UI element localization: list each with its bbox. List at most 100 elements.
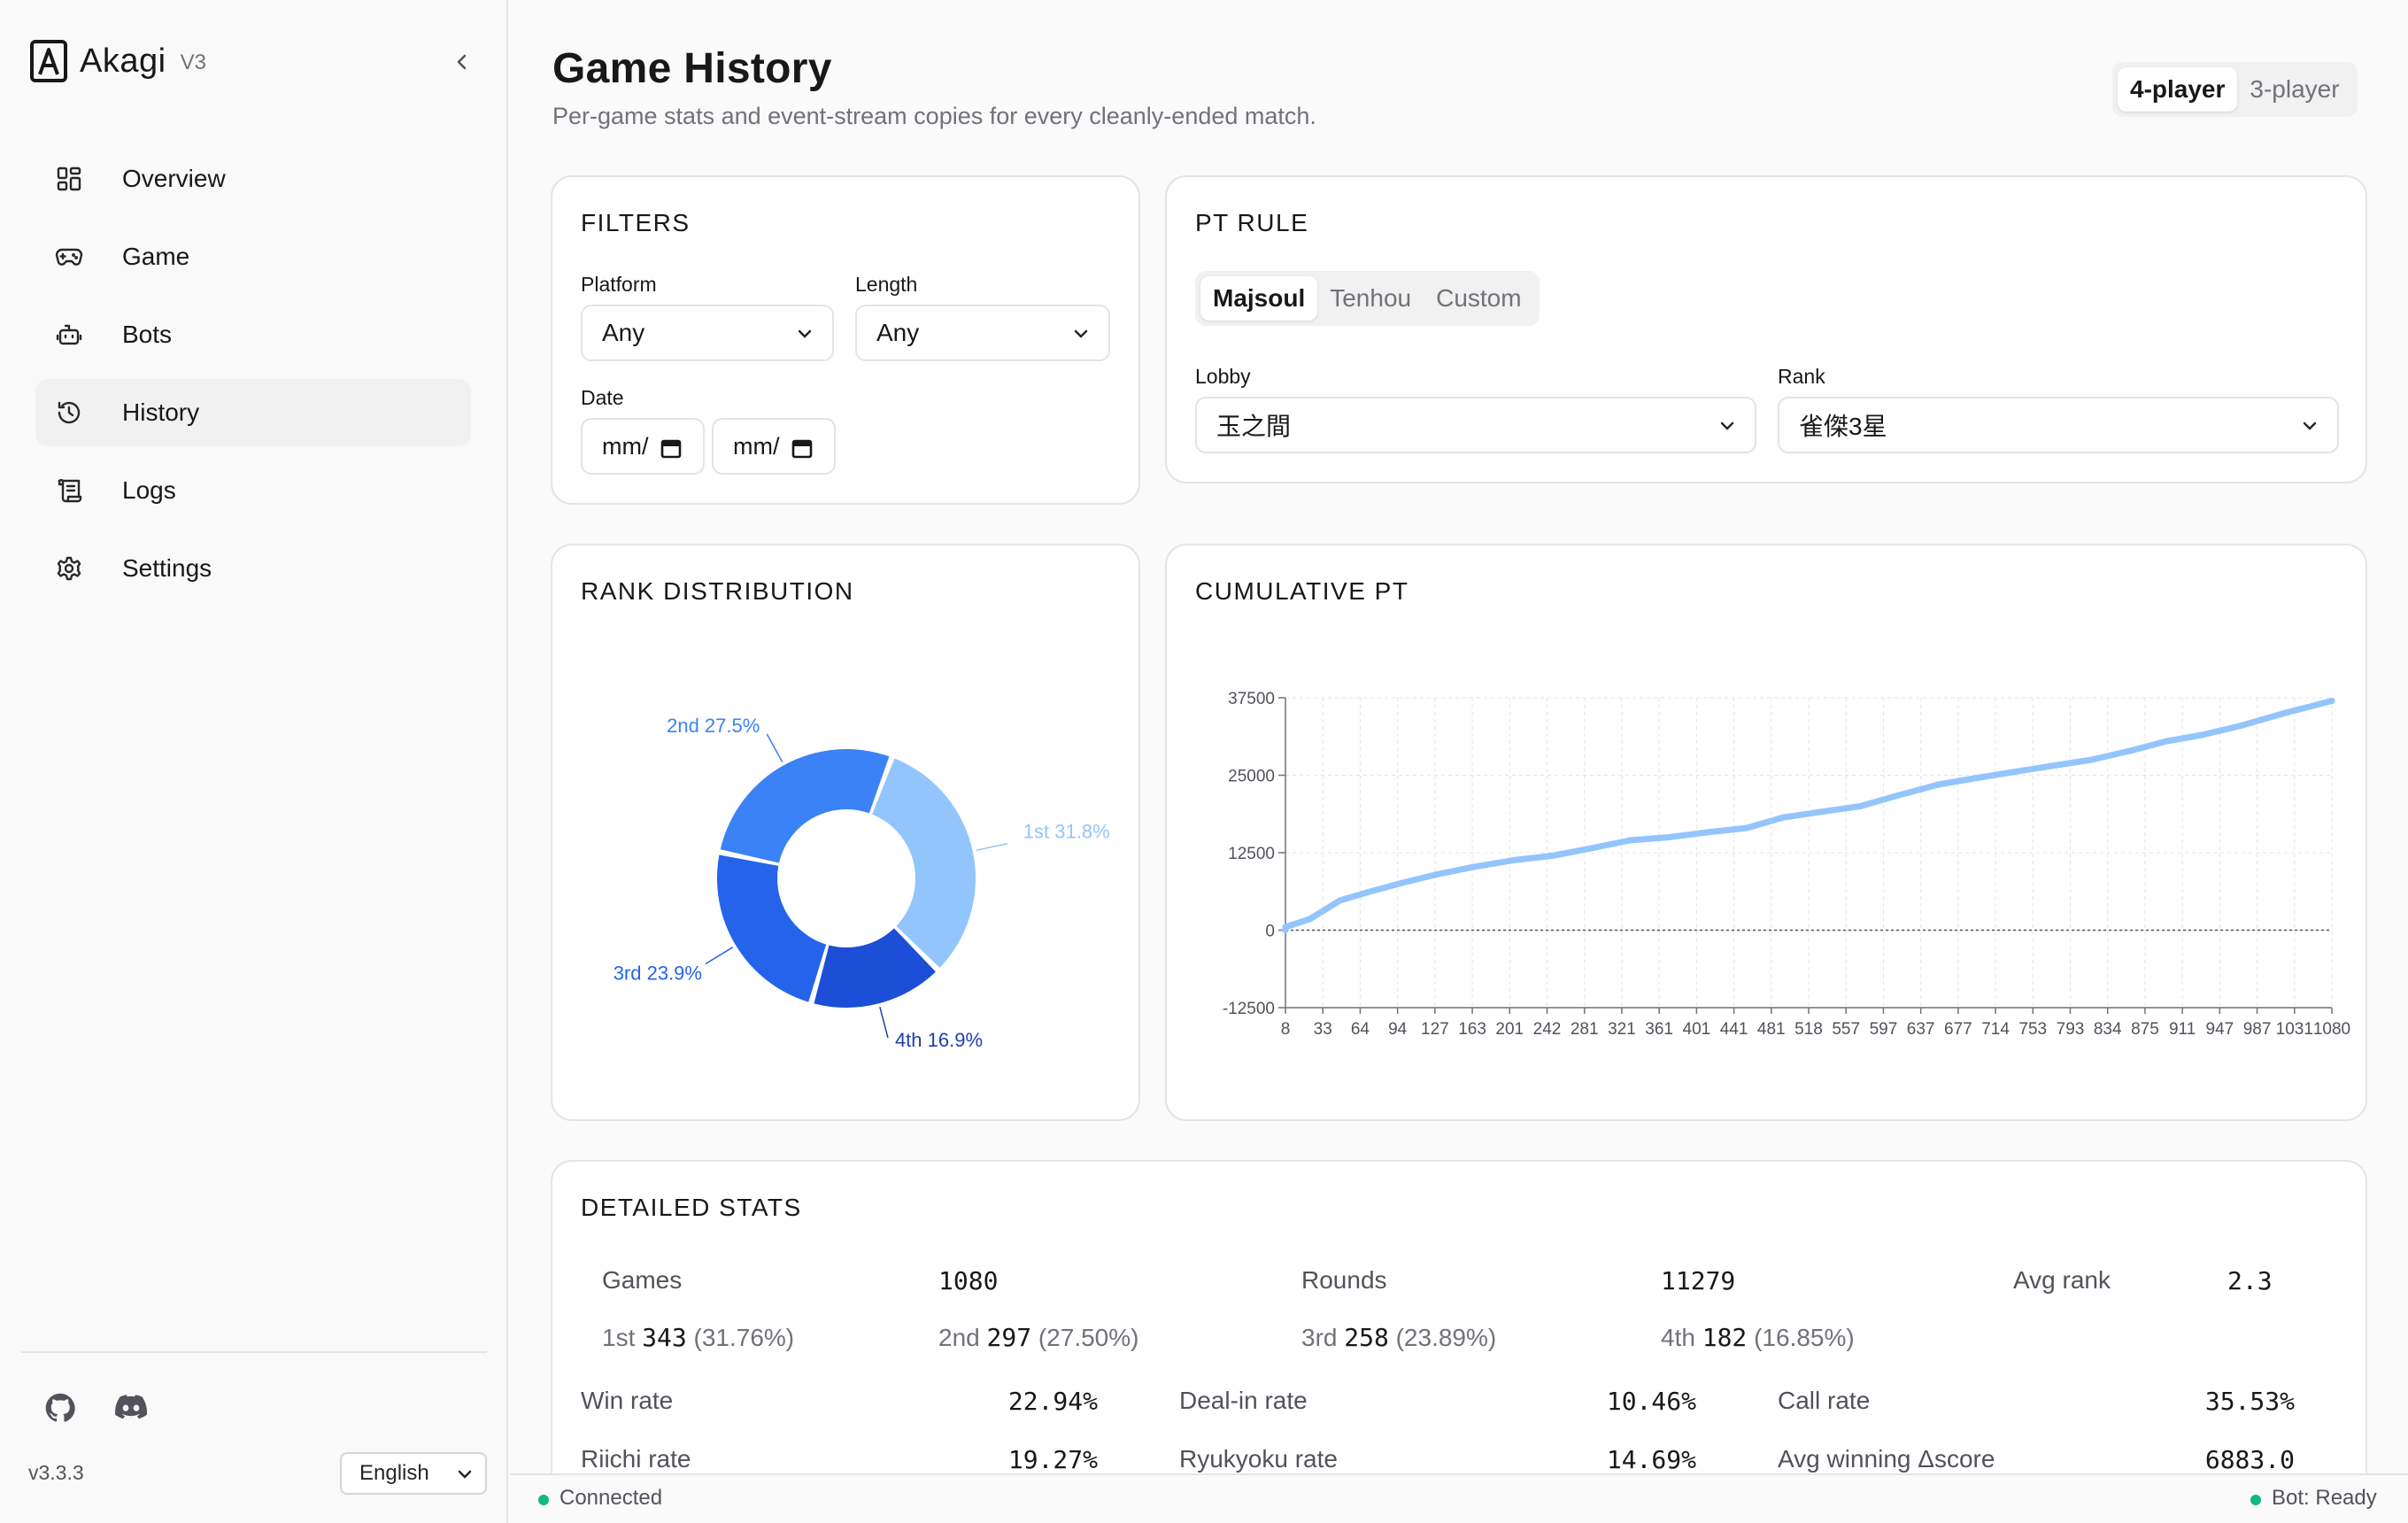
- donut-slice-label: 1st 31.8%: [1023, 821, 1110, 843]
- chevron-down-icon: [2303, 421, 2317, 430]
- cumulative-pt-point: [1856, 803, 1864, 809]
- cumulative-pt-point: [1935, 781, 1942, 788]
- x-tick-label: 714: [1981, 1020, 2010, 1039]
- cumulative-pt-point: [1896, 792, 1903, 799]
- cumulative-pt-point: [1548, 853, 1555, 859]
- cumulative-pt-point: [2088, 756, 2095, 763]
- x-tick-label: 637: [1907, 1020, 1935, 1039]
- x-tick-label: 987: [2243, 1020, 2272, 1039]
- sidebar-item-overview[interactable]: Overview: [35, 145, 471, 213]
- donut-slice[interactable]: [814, 928, 936, 1008]
- collapse-sidebar-button[interactable]: [444, 44, 480, 80]
- games-label: Games: [602, 1266, 683, 1294]
- sidebar-item-label: Game: [122, 243, 190, 270]
- rank-4th-stat: 4th 182 (16.85%): [1661, 1323, 1855, 1352]
- sidebar-item-label: Settings: [122, 554, 212, 582]
- tab-tenhou[interactable]: Tenhou: [1330, 284, 1412, 312]
- x-tick-label: 1080: [2313, 1020, 2350, 1039]
- chevron-down-icon: [1074, 329, 1088, 338]
- donut-label-line: [976, 842, 1007, 852]
- donut-slice-label: 3rd 23.9%: [614, 962, 702, 984]
- donut-slice-label: 4th 16.9%: [895, 1029, 983, 1051]
- calendar-icon: [660, 439, 682, 459]
- lobby-select[interactable]: 玉之間: [1195, 397, 1756, 453]
- sidebar-item-bots[interactable]: Bots: [35, 301, 471, 368]
- rank-count: 297: [986, 1323, 1032, 1352]
- cumulative-pt-point: [1587, 845, 1594, 852]
- length-label: Length: [855, 273, 918, 296]
- lobby-value: 玉之間: [1216, 413, 1292, 440]
- rank-label: Rank: [1778, 365, 1825, 388]
- date-to-input[interactable]: mm/: [712, 418, 836, 475]
- x-tick-label: 1031: [2276, 1020, 2313, 1039]
- sidebar-item-history[interactable]: History: [35, 379, 471, 446]
- language-select[interactable]: English: [340, 1452, 487, 1495]
- github-link[interactable]: [42, 1390, 78, 1426]
- rank-3rd-stat: 3rd 258 (23.89%): [1301, 1323, 1496, 1352]
- rank-value: 雀傑3星: [1799, 413, 1887, 440]
- length-select[interactable]: Any: [855, 305, 1110, 361]
- avg-rank-value: 2.3: [2227, 1266, 2273, 1295]
- riichi-rate-label: Riichi rate: [581, 1445, 691, 1473]
- bot-icon: [53, 319, 85, 351]
- rounds-label: Rounds: [1301, 1266, 1387, 1294]
- rank-select[interactable]: 雀傑3星: [1778, 397, 2339, 453]
- discord-icon: [115, 1395, 147, 1419]
- x-tick-label: 834: [2094, 1020, 2122, 1039]
- connection-status-dot: [538, 1495, 549, 1505]
- tab-majsoul[interactable]: Majsoul: [1200, 276, 1318, 321]
- discord-link[interactable]: [113, 1390, 149, 1426]
- sidebar-item-game[interactable]: Game: [35, 223, 471, 290]
- cumulative-pt-point: [2009, 769, 2016, 776]
- donut-label-line: [766, 733, 783, 762]
- player-mode-toggle: 4-player 3-player: [2112, 62, 2358, 117]
- chevron-left-icon: [457, 54, 467, 70]
- sidebar-item-label: Bots: [122, 321, 173, 348]
- bot-status-dot: [2250, 1495, 2261, 1505]
- gear-icon: [53, 553, 85, 584]
- y-tick-label: 0: [1265, 923, 1275, 941]
- donut-slice[interactable]: [872, 758, 976, 968]
- x-tick-label: 94: [1388, 1020, 1408, 1039]
- date-from-input[interactable]: mm/: [581, 418, 705, 475]
- rank-prefix: 1st: [602, 1324, 636, 1351]
- x-tick-label: 753: [2018, 1020, 2047, 1039]
- platform-select[interactable]: Any: [581, 305, 834, 361]
- donut-slice[interactable]: [720, 749, 890, 863]
- cumulative-pt-point: [1744, 824, 1751, 831]
- donut-label-line: [705, 947, 734, 965]
- tab-custom[interactable]: Custom: [1436, 284, 1522, 312]
- sidebar-item-label: Overview: [122, 165, 226, 192]
- rounds-value: 11279: [1661, 1266, 1736, 1295]
- x-tick-label: 33: [1314, 1020, 1332, 1039]
- sidebar-item-settings[interactable]: Settings: [35, 535, 471, 602]
- rank-distribution-card: RANK DISTRIBUTION 1st 31.8% 4th 16.9% 3rd …: [551, 544, 1140, 1121]
- cumulative-pt-point: [2049, 762, 2056, 769]
- app-version: v3.3.3: [28, 1461, 84, 1484]
- sidebar-item-logs[interactable]: Logs: [35, 457, 471, 524]
- calendar-icon: [791, 439, 813, 459]
- cumulative-pt-point: [1704, 829, 1711, 836]
- riichi-rate-value: 19.27%: [1007, 1445, 1098, 1474]
- y-tick-label: -12500: [1223, 1000, 1275, 1018]
- deal-in-rate-value: 10.46%: [1606, 1387, 1696, 1416]
- x-tick-label: 947: [2206, 1020, 2234, 1039]
- dashboard-icon: [53, 163, 85, 195]
- rank-pct: (16.85%): [1754, 1324, 1855, 1351]
- cumulative-pt-point: [1282, 924, 1289, 931]
- cumulative-pt-point: [1510, 856, 1517, 863]
- rank-prefix: 4th: [1661, 1324, 1695, 1351]
- cumulative-pt-point: [2164, 738, 2171, 745]
- x-tick-label: 441: [1720, 1020, 1748, 1039]
- player-mode-3p[interactable]: 3-player: [2250, 75, 2340, 103]
- x-tick-label: 201: [1495, 1020, 1524, 1039]
- donut-slice[interactable]: [717, 854, 827, 1002]
- sidebar: Akagi V3 Overview Game Bots: [0, 0, 508, 1523]
- page-title: Game History: [552, 45, 832, 92]
- brand[interactable]: Akagi V3: [30, 37, 206, 85]
- cumulative-pt-point: [2128, 747, 2135, 754]
- gamepad-icon: [53, 241, 85, 273]
- cumulative-pt-point: [2328, 698, 2335, 704]
- player-mode-4p[interactable]: 4-player: [2118, 67, 2238, 112]
- deal-in-rate-label: Deal-in rate: [1179, 1387, 1308, 1414]
